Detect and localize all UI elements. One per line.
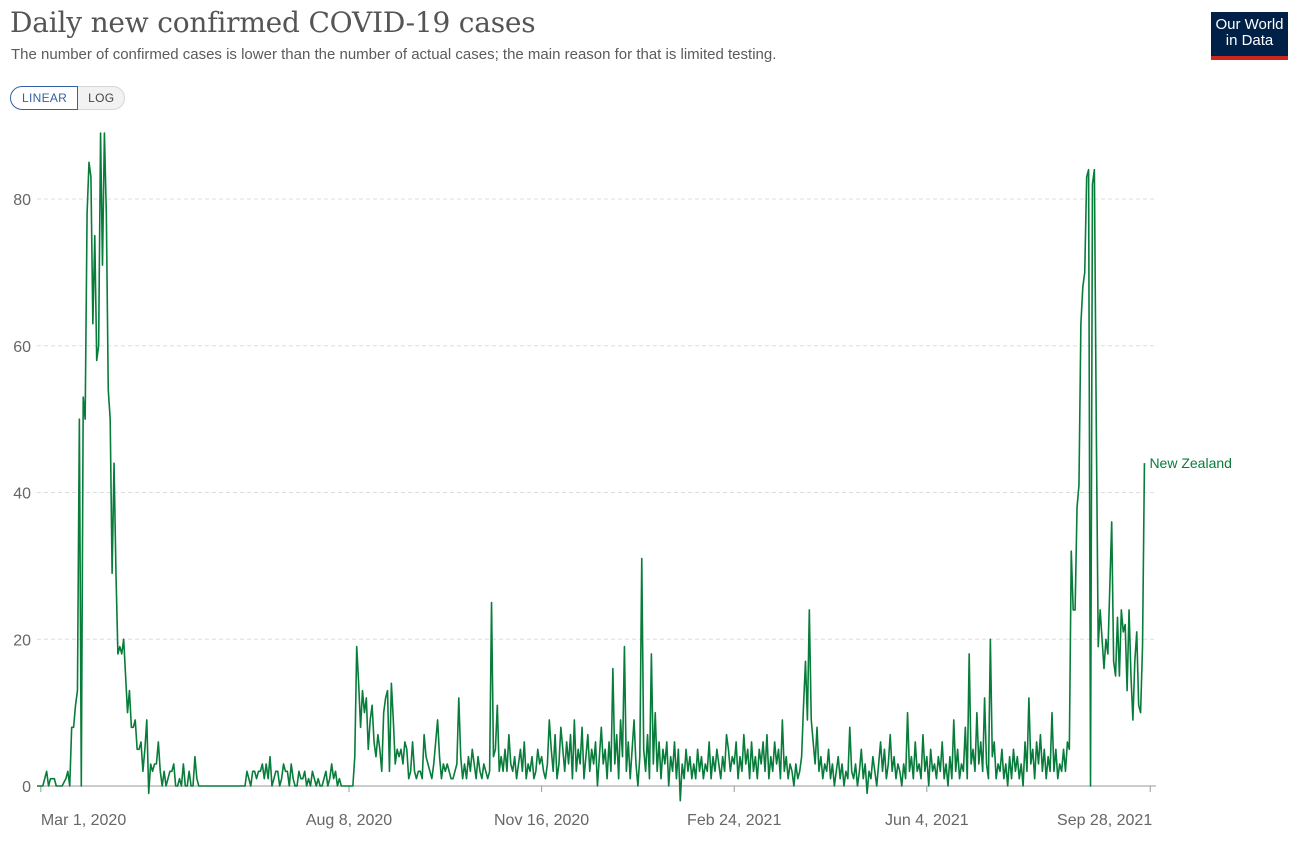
logo-line-1: Our World: [1215, 16, 1284, 33]
scale-toggle: LINEAR LOG: [10, 86, 126, 110]
chart-title: Daily new confirmed COVID-19 cases: [10, 6, 536, 39]
linear-scale-button[interactable]: LINEAR: [10, 86, 79, 110]
series-label: New Zealand: [1149, 455, 1232, 471]
y-tick-label: 60: [13, 339, 31, 356]
x-tick-label: Aug 8, 2020: [306, 812, 392, 829]
x-tick-label: Nov 16, 2020: [494, 812, 589, 829]
y-tick-label: 40: [13, 486, 31, 503]
x-tick-label: Jun 4, 2021: [885, 812, 969, 829]
x-tick-label: Feb 24, 2021: [687, 812, 781, 829]
chart-subtitle: The number of confirmed cases is lower t…: [11, 46, 777, 63]
owid-logo[interactable]: Our World in Data: [1211, 12, 1288, 60]
y-tick-label: 0: [22, 779, 31, 796]
series-line-new-zealand: [37, 132, 1146, 802]
y-tick-label: 20: [13, 632, 31, 649]
y-tick-label: 80: [13, 192, 31, 209]
logo-line-2: in Data: [1225, 32, 1274, 49]
x-tick-label: Sep 28, 2021: [1057, 812, 1152, 829]
log-scale-button[interactable]: LOG: [78, 86, 126, 110]
x-tick-label: Mar 1, 2020: [41, 812, 126, 829]
